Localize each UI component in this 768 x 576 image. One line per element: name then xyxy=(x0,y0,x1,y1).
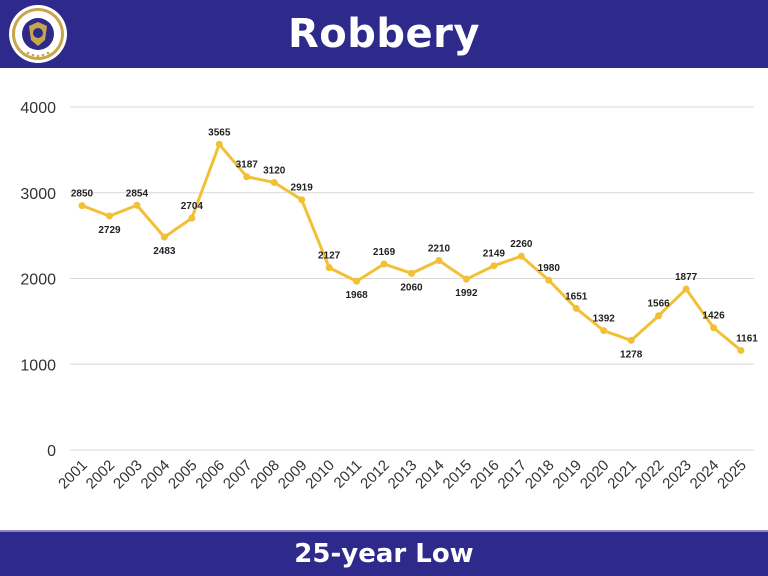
data-points xyxy=(78,140,745,354)
data-label: 1426 xyxy=(702,311,725,322)
data-point xyxy=(682,285,690,293)
x-tick-label: 2009 xyxy=(275,457,311,493)
page-title: Robbery xyxy=(288,11,480,57)
data-label: 2260 xyxy=(510,239,533,250)
data-label: 3565 xyxy=(208,127,231,138)
data-label: 2729 xyxy=(98,225,121,236)
data-point xyxy=(243,173,251,181)
x-tick-label: 2022 xyxy=(632,457,668,493)
series-line-path xyxy=(81,142,742,352)
data-label: 1278 xyxy=(620,349,643,360)
x-tick-label: 2017 xyxy=(495,457,531,493)
x-tick-label: 2005 xyxy=(165,457,201,493)
footer-caption: 25-year Low xyxy=(294,539,474,569)
data-label: 1992 xyxy=(455,288,478,299)
data-point xyxy=(490,262,498,270)
x-tick-label: 2023 xyxy=(659,457,695,493)
data-label: 2854 xyxy=(126,188,149,199)
chart-area: 0 1000 2000 3000 4000 2001 2002 2003 2004 2005 20… xyxy=(0,68,768,530)
data-label: 1980 xyxy=(538,263,561,274)
grid-lines xyxy=(70,106,754,451)
data-label: 2850 xyxy=(71,189,94,200)
data-point xyxy=(353,277,361,285)
data-label: 1968 xyxy=(345,290,368,301)
y-tick-label: 3000 xyxy=(20,186,56,203)
x-tick-label: 2007 xyxy=(220,457,256,493)
data-point xyxy=(627,336,635,344)
y-tick-label: 4000 xyxy=(20,100,56,117)
data-point xyxy=(298,196,306,204)
data-point xyxy=(517,252,525,260)
data-point xyxy=(78,202,86,210)
data-point xyxy=(572,304,580,312)
data-point xyxy=(105,212,113,220)
x-tick-label: 2012 xyxy=(357,457,393,493)
data-point xyxy=(188,214,196,222)
x-tick-label: 2021 xyxy=(604,457,640,493)
footer-banner: 25-year Low xyxy=(0,530,768,576)
data-point xyxy=(545,276,553,284)
data-point xyxy=(380,260,388,268)
data-point xyxy=(737,346,745,354)
x-tick-label: 2006 xyxy=(192,457,228,493)
header-banner: Robbery xyxy=(0,0,768,68)
data-label: 2919 xyxy=(291,183,314,194)
x-tick-label: 2004 xyxy=(138,457,174,493)
data-label: 2210 xyxy=(428,243,451,254)
x-tick-label: 2024 xyxy=(687,457,723,493)
data-point xyxy=(462,275,470,283)
data-point xyxy=(270,178,278,186)
data-label: 2060 xyxy=(400,282,423,293)
data-point xyxy=(408,269,415,277)
x-tick-label: 2014 xyxy=(412,457,448,493)
data-point xyxy=(160,233,168,241)
data-label: 1392 xyxy=(593,314,616,325)
data-label: 1877 xyxy=(675,272,698,283)
x-tick-label: 2025 xyxy=(714,457,750,493)
x-tick-label: 2011 xyxy=(331,457,366,492)
police-seal-icon xyxy=(9,5,67,63)
x-tick-label: 2008 xyxy=(247,457,283,493)
data-point xyxy=(600,327,608,335)
data-label: 1651 xyxy=(565,291,588,302)
data-label: 2149 xyxy=(483,249,506,260)
data-label: 1161 xyxy=(736,333,758,344)
y-tick-label: 0 xyxy=(47,443,56,460)
data-point xyxy=(655,312,663,320)
data-point xyxy=(215,140,223,148)
y-tick-labels: 0 1000 2000 3000 4000 xyxy=(20,100,56,460)
x-tick-label: 2019 xyxy=(549,457,585,493)
data-point xyxy=(133,201,141,209)
x-tick-label: 2015 xyxy=(440,457,476,493)
x-tick-label: 2003 xyxy=(110,457,146,493)
x-tick-label: 2013 xyxy=(385,457,421,493)
data-label: 2127 xyxy=(318,251,341,262)
data-label: 1566 xyxy=(648,299,671,310)
x-tick-label: 2001 xyxy=(55,457,91,493)
x-tick-label: 2018 xyxy=(522,457,558,493)
data-label: 2483 xyxy=(153,246,176,257)
y-tick-label: 2000 xyxy=(20,272,56,289)
data-label: 2169 xyxy=(373,247,396,258)
x-tick-label: 2020 xyxy=(577,457,613,493)
data-label: 2704 xyxy=(181,201,204,212)
data-point xyxy=(710,324,718,332)
x-tick-label: 2010 xyxy=(302,457,338,493)
x-tick-label: 2016 xyxy=(467,457,503,493)
x-tick-labels: 2001200220032004200520062007200820092010… xyxy=(55,457,750,493)
y-tick-label: 1000 xyxy=(20,357,56,374)
series-line xyxy=(81,142,742,352)
x-tick-label: 2002 xyxy=(83,457,119,493)
data-label: 3187 xyxy=(236,160,259,171)
data-point xyxy=(435,256,443,264)
data-point xyxy=(325,264,333,272)
data-label: 3120 xyxy=(263,165,286,176)
data-labels: 2850 2729 2854 2483 2704 3565 3187 3120 2919 2127… xyxy=(71,127,758,360)
